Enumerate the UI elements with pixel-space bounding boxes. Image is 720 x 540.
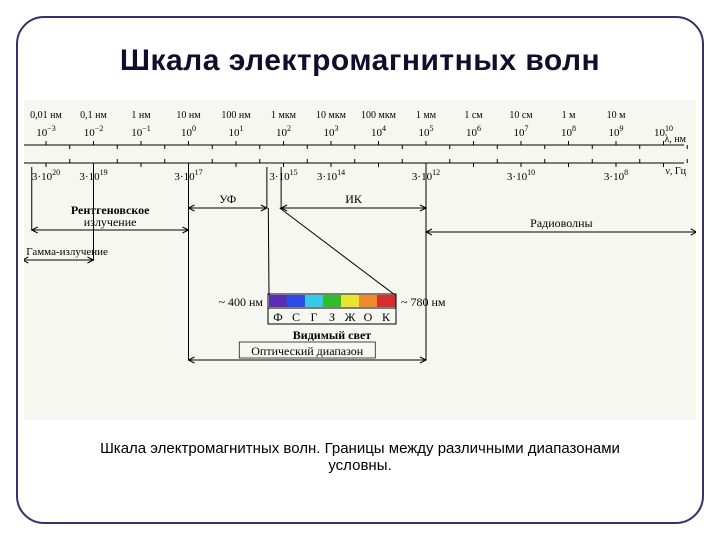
svg-text:Г: Г bbox=[311, 310, 318, 324]
caption-line-1: Шкала электромагнитных волн. Границы меж… bbox=[100, 440, 620, 457]
svg-text:1 см: 1 см bbox=[464, 110, 483, 121]
svg-text:Радиоволны: Радиоволны bbox=[530, 216, 592, 230]
em-spectrum-diagram: 0,01 нм10−30,1 нм10−21 нм10−110 нм100100… bbox=[24, 100, 696, 420]
svg-text:100 мкм: 100 мкм bbox=[361, 110, 397, 121]
svg-text:0,1 нм: 0,1 нм bbox=[80, 110, 107, 121]
svg-text:10 м: 10 м bbox=[607, 110, 627, 121]
svg-text:Видимый свет: Видимый свет bbox=[293, 328, 371, 342]
svg-text:излучение: излучение bbox=[84, 215, 137, 229]
svg-text:З: З bbox=[329, 310, 335, 324]
slide-title: Шкала электромагнитных волн bbox=[0, 44, 720, 78]
svg-text:10 см: 10 см bbox=[509, 110, 533, 121]
caption-line-2: условны. bbox=[328, 457, 391, 474]
svg-text:1 мкм: 1 мкм bbox=[271, 110, 297, 121]
svg-text:ν, Гц: ν, Гц bbox=[665, 166, 686, 177]
svg-text:~ 400 нм: ~ 400 нм bbox=[218, 295, 263, 309]
svg-text:К: К bbox=[382, 310, 391, 324]
slide-caption: Шкала электромагнитных волн. Границы меж… bbox=[40, 440, 680, 474]
svg-text:Оптический диапазон: Оптический диапазон bbox=[251, 344, 364, 358]
svg-text:С: С bbox=[292, 310, 300, 324]
svg-text:1 мм: 1 мм bbox=[416, 110, 437, 121]
svg-text:ИК: ИК bbox=[345, 192, 363, 206]
svg-text:10 мкм: 10 мкм bbox=[316, 110, 347, 121]
svg-text:10 нм: 10 нм bbox=[176, 110, 201, 121]
svg-text:Ж: Ж bbox=[345, 310, 356, 324]
svg-text:УФ: УФ bbox=[219, 192, 236, 206]
svg-text:1 м: 1 м bbox=[562, 110, 577, 121]
diagram-svg: 0,01 нм10−30,1 нм10−21 нм10−110 нм100100… bbox=[24, 100, 696, 420]
svg-text:100 нм: 100 нм bbox=[221, 110, 251, 121]
svg-text:1 нм: 1 нм bbox=[131, 110, 151, 121]
svg-text:~ 780 нм: ~ 780 нм bbox=[401, 295, 446, 309]
svg-text:λ, нм: λ, нм bbox=[664, 134, 686, 145]
svg-text:Ф: Ф bbox=[273, 310, 282, 324]
svg-text:О: О bbox=[364, 310, 373, 324]
svg-text:Гамма-излучение: Гамма-излучение bbox=[26, 246, 108, 258]
svg-text:0,01 нм: 0,01 нм bbox=[30, 110, 62, 121]
